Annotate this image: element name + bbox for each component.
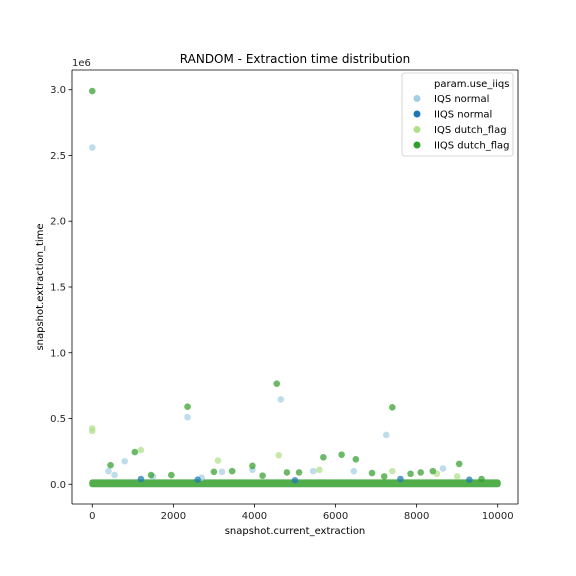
data-point [214, 457, 222, 464]
x-axis-label: snapshot.current_extraction [225, 526, 366, 537]
data-point [295, 469, 303, 476]
data-point [382, 431, 390, 439]
data-point [352, 455, 360, 463]
legend-marker [413, 95, 421, 102]
data-point [277, 396, 285, 403]
y-tick-label: 0.0 [50, 480, 66, 491]
y-tick-label: 2.5 [50, 151, 66, 162]
data-point [283, 469, 291, 476]
plot-area [88, 87, 501, 488]
y-tick-label: 2.0 [50, 217, 66, 228]
data-point [259, 472, 266, 480]
data-point [389, 467, 396, 475]
data-point [320, 454, 327, 461]
data-point [194, 476, 201, 483]
data-point [407, 470, 414, 478]
x-tick-label: 8000 [404, 511, 429, 522]
data-point [338, 451, 345, 458]
y-axis-label: snapshot.extraction_time [35, 223, 46, 350]
data-point [121, 457, 129, 465]
data-point [389, 404, 396, 411]
data-point [218, 468, 226, 476]
legend-entry: IQS normal [434, 94, 489, 105]
data-point [105, 467, 112, 475]
legend-entry: IIQS dutch_flag [434, 141, 510, 152]
series-iiqs-normal [137, 475, 473, 484]
y-tick-label: 0.5 [50, 414, 66, 425]
data-point [228, 467, 236, 475]
data-point [273, 380, 281, 387]
data-point [88, 87, 96, 95]
data-point [137, 446, 145, 454]
data-point [455, 460, 463, 468]
x-tick-label: 10000 [482, 511, 514, 522]
data-point [453, 473, 461, 480]
data-point [168, 471, 175, 479]
data-point [466, 476, 473, 483]
legend-title: param.use_iiqs [434, 79, 509, 90]
data-point [417, 469, 424, 476]
x-tick-label: 0 [89, 511, 95, 522]
data-point [439, 465, 447, 472]
data-point [478, 475, 485, 483]
legend-marker [413, 110, 421, 118]
axes: 0 2000 4000 6000 8000 10000 0.0 0.5 1.0 1.5 2.0 2.5… [50, 69, 519, 522]
data-point [147, 471, 155, 479]
y-tick-label: 3.0 [50, 85, 66, 96]
data-point [309, 467, 317, 475]
x-tick-label: 2000 [161, 511, 186, 522]
data-point [275, 452, 283, 459]
data-point [210, 468, 218, 476]
y-offset-label: 1e6 [72, 58, 91, 69]
data-point [184, 403, 191, 410]
y-tick-label: 1.5 [50, 283, 66, 294]
x-tick-label: 4000 [242, 511, 267, 522]
series-iiqs-dutch-flag [88, 87, 485, 483]
data-point [111, 471, 118, 479]
data-point [350, 467, 358, 475]
data-point [107, 461, 114, 469]
data-point [249, 462, 256, 470]
legend-entry: IQS dutch_flag [434, 125, 507, 136]
data-point [184, 413, 191, 421]
data-point [380, 473, 388, 480]
legend-entry: IIQS normal [434, 110, 492, 121]
data-point [429, 467, 437, 475]
legend-marker [413, 126, 421, 133]
y-tick-label: 1.0 [50, 348, 66, 359]
data-point [131, 448, 139, 456]
series-iqs-dutch-flag [88, 425, 461, 480]
legend-marker [413, 141, 421, 149]
data-point [88, 427, 96, 435]
chart-title: RANDOM - Extraction time distribution [180, 52, 410, 66]
data-point [368, 469, 376, 477]
data-point [137, 475, 145, 483]
data-point [291, 477, 299, 484]
data-point [316, 466, 323, 474]
data-point [88, 144, 96, 151]
x-tick-label: 6000 [323, 511, 348, 522]
legend: param.use_iiqs IQS normal IIQS normal IQS d… [401, 72, 514, 157]
data-point [397, 475, 404, 483]
legend-box [401, 72, 514, 157]
